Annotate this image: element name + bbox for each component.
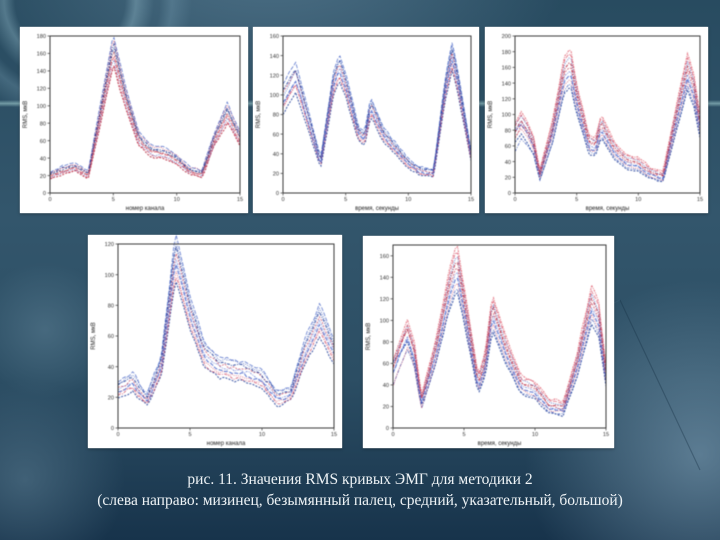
svg-text:20: 20	[273, 172, 279, 178]
svg-text:15: 15	[603, 432, 609, 438]
svg-text:0: 0	[116, 432, 119, 438]
svg-text:0: 0	[43, 191, 46, 197]
svg-text:5: 5	[112, 197, 115, 203]
svg-text:5: 5	[575, 197, 578, 203]
svg-text:RMS, мкВ: RMS, мкВ	[488, 101, 494, 128]
svg-text:40: 40	[108, 365, 114, 371]
svg-text:180: 180	[502, 50, 511, 56]
svg-text:40: 40	[505, 160, 511, 166]
svg-text:80: 80	[40, 121, 46, 127]
svg-text:0: 0	[276, 191, 279, 197]
svg-text:100: 100	[270, 93, 279, 99]
svg-text:180: 180	[37, 34, 46, 40]
svg-text:20: 20	[40, 174, 46, 180]
svg-text:номер канала: номер канала	[207, 441, 246, 447]
svg-text:10: 10	[405, 197, 411, 203]
svg-text:60: 60	[383, 362, 389, 368]
svg-text:40: 40	[273, 152, 279, 158]
svg-text:80: 80	[108, 304, 114, 310]
svg-text:20: 20	[505, 176, 511, 182]
svg-text:15: 15	[468, 197, 474, 203]
svg-text:10: 10	[259, 432, 265, 438]
svg-text:120: 120	[380, 297, 389, 303]
svg-text:0: 0	[513, 197, 516, 203]
svg-text:время, секунды: время, секунды	[586, 206, 630, 212]
svg-text:160: 160	[380, 254, 389, 260]
svg-text:RMS, мкВ: RMS, мкВ	[23, 101, 29, 128]
svg-text:120: 120	[270, 74, 279, 80]
svg-text:5: 5	[188, 432, 191, 438]
svg-text:10: 10	[635, 197, 641, 203]
svg-text:80: 80	[383, 340, 389, 346]
svg-text:0: 0	[391, 432, 394, 438]
svg-text:0: 0	[508, 191, 511, 197]
svg-text:100: 100	[380, 319, 389, 325]
svg-text:200: 200	[502, 34, 511, 40]
svg-text:140: 140	[502, 81, 511, 87]
svg-text:120: 120	[37, 87, 46, 93]
svg-text:0: 0	[281, 197, 284, 203]
svg-text:0: 0	[48, 197, 51, 203]
svg-text:80: 80	[273, 113, 279, 119]
svg-text:100: 100	[502, 113, 511, 119]
svg-text:160: 160	[502, 66, 511, 72]
svg-text:5: 5	[462, 432, 465, 438]
svg-text:60: 60	[273, 132, 279, 138]
svg-text:15: 15	[237, 197, 243, 203]
svg-text:160: 160	[270, 34, 279, 40]
svg-text:время, секунды: время, секунды	[478, 441, 522, 447]
svg-text:140: 140	[380, 276, 389, 282]
svg-text:номер канала: номер канала	[126, 206, 165, 212]
svg-text:140: 140	[270, 54, 279, 60]
svg-text:40: 40	[383, 383, 389, 389]
svg-text:60: 60	[108, 334, 114, 340]
svg-text:20: 20	[108, 396, 114, 402]
svg-text:10: 10	[174, 197, 180, 203]
svg-text:160: 160	[37, 52, 46, 58]
svg-text:140: 140	[37, 69, 46, 75]
svg-text:RMS, мкВ: RMS, мкВ	[366, 323, 372, 350]
svg-text:RMS, мкВ: RMS, мкВ	[256, 101, 262, 128]
svg-text:60: 60	[505, 144, 511, 150]
svg-text:5: 5	[344, 197, 347, 203]
svg-text:15: 15	[697, 197, 703, 203]
svg-text:100: 100	[37, 104, 46, 110]
svg-text:80: 80	[505, 128, 511, 134]
svg-text:40: 40	[40, 156, 46, 162]
svg-text:10: 10	[532, 432, 538, 438]
svg-text:0: 0	[111, 426, 114, 432]
svg-text:20: 20	[383, 405, 389, 411]
svg-text:120: 120	[502, 97, 511, 103]
svg-text:60: 60	[40, 139, 46, 145]
svg-text:RMS, мкВ: RMS, мкВ	[91, 322, 97, 349]
svg-text:время, секунды: время, секунды	[355, 206, 399, 212]
svg-text:0: 0	[386, 426, 389, 432]
svg-text:120: 120	[105, 242, 114, 248]
svg-text:15: 15	[331, 432, 337, 438]
svg-text:100: 100	[105, 273, 114, 279]
